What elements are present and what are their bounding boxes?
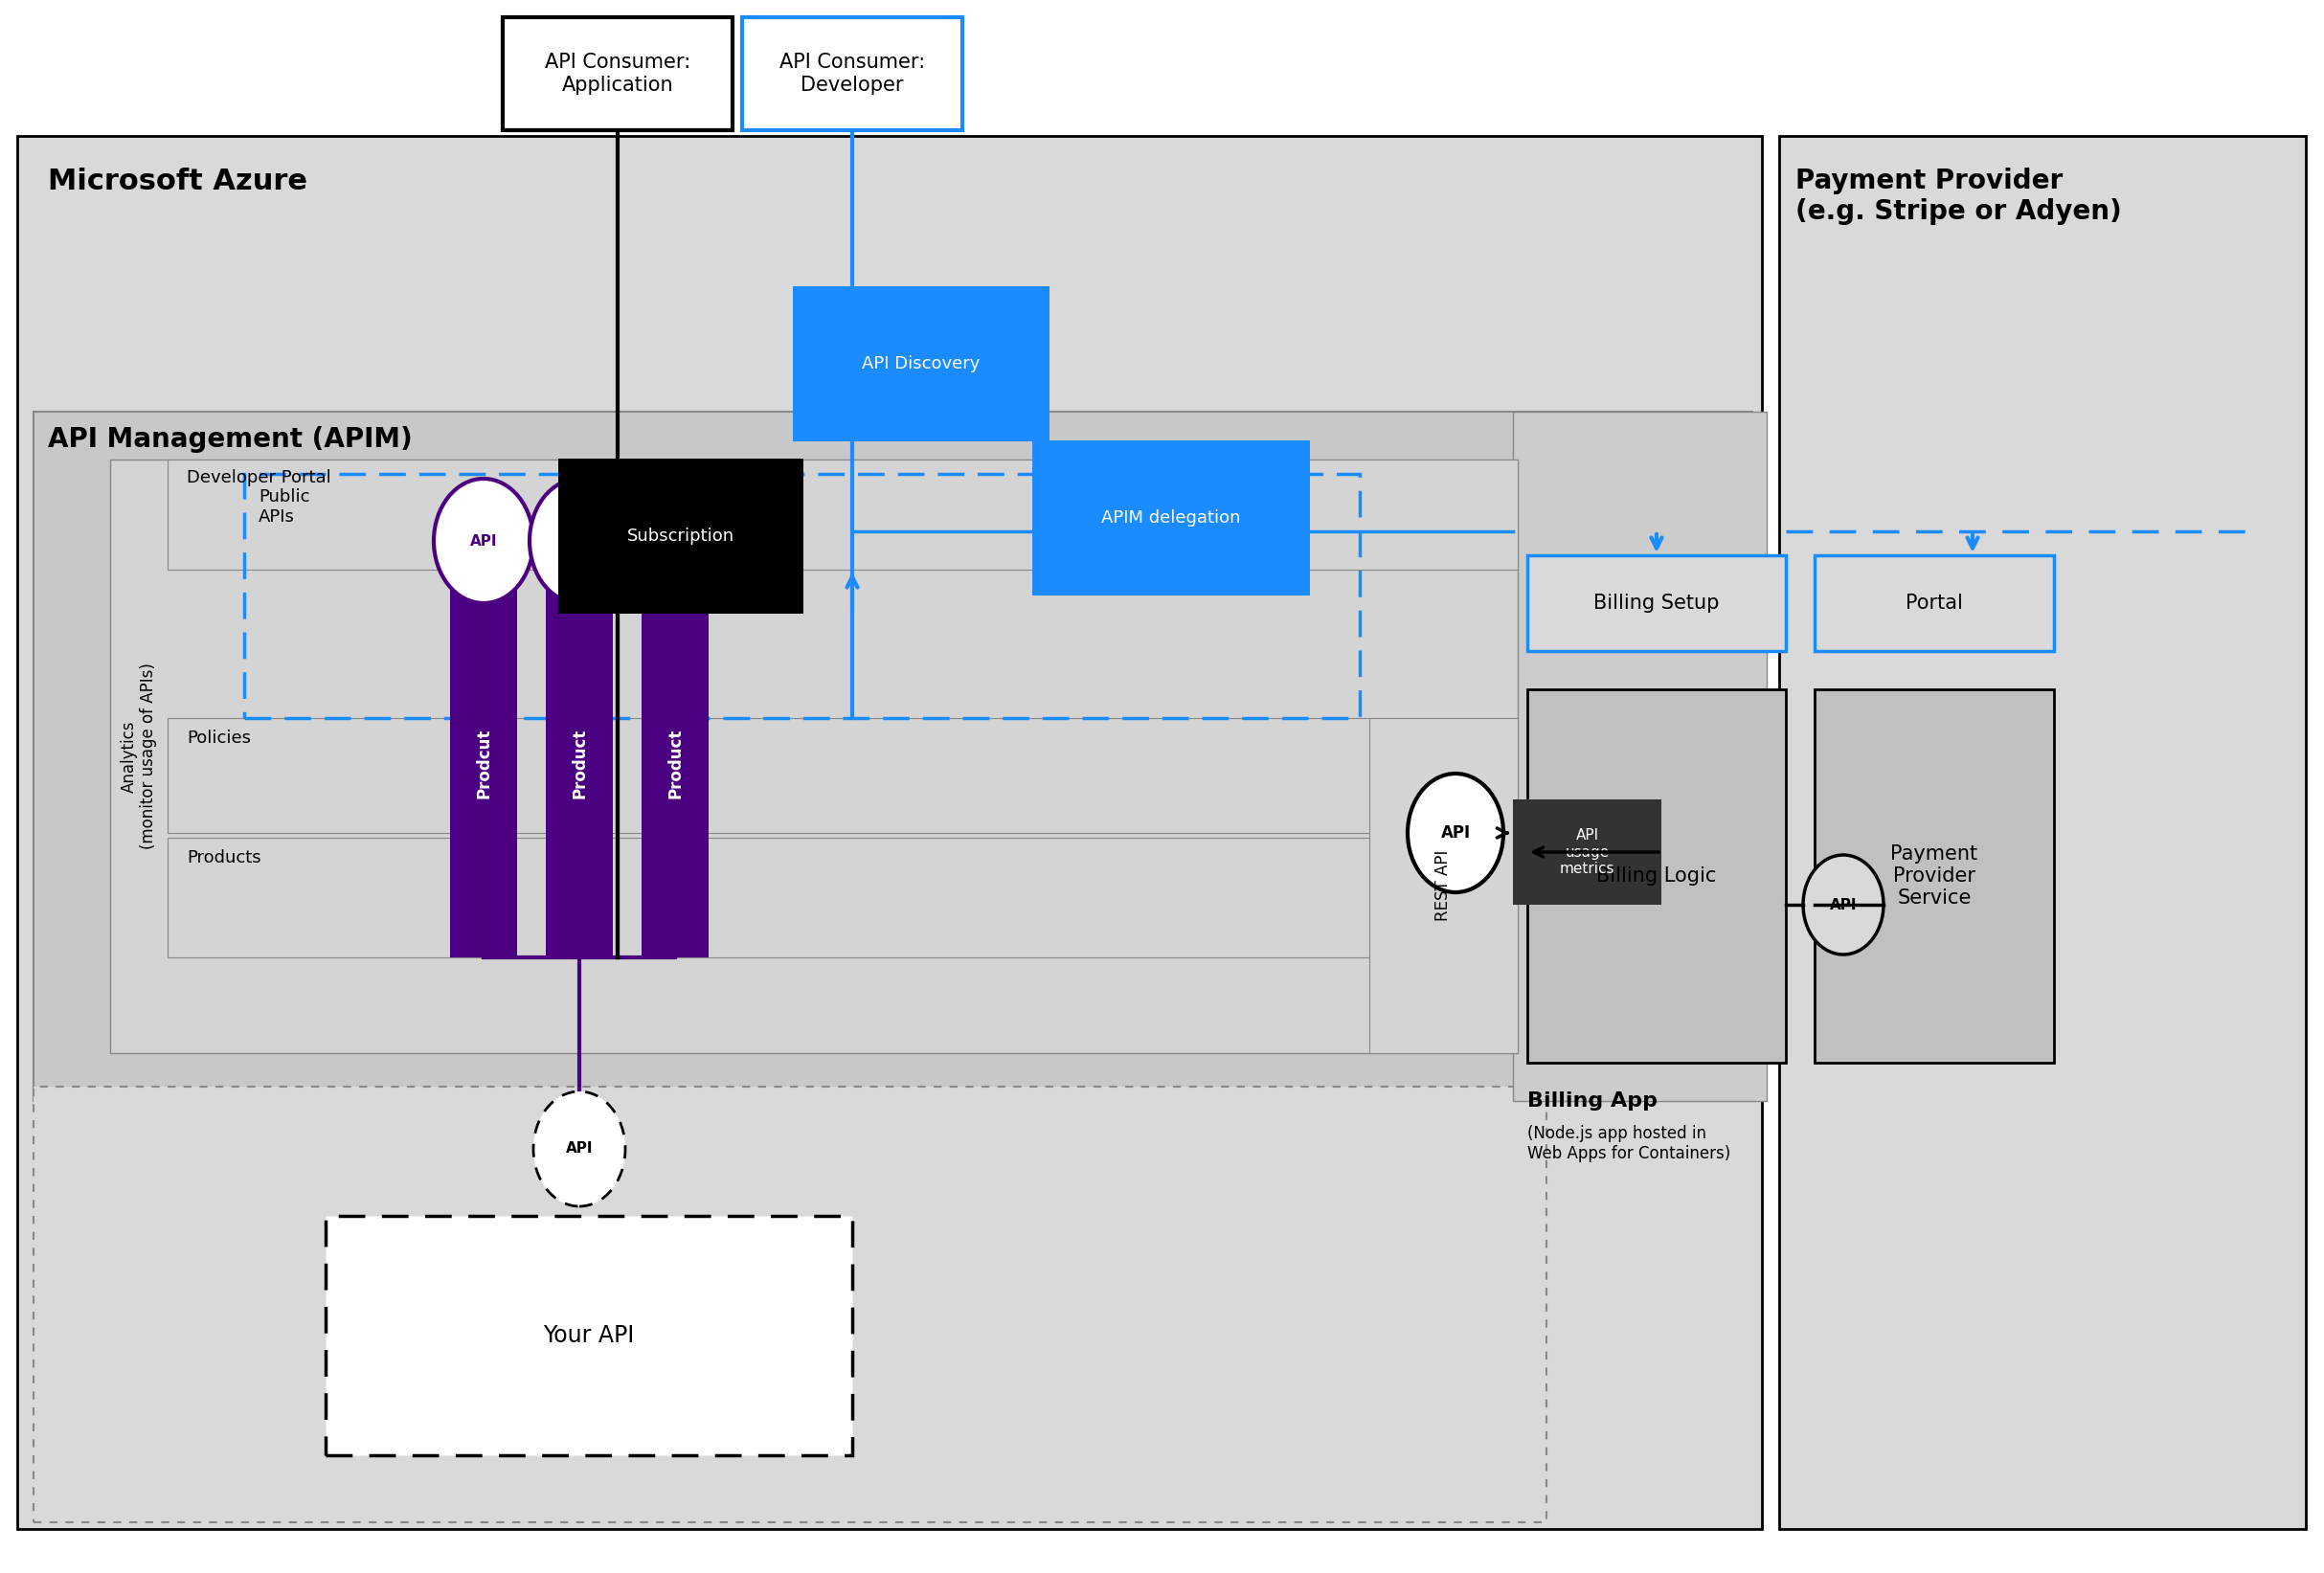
Bar — [1369, 717, 1518, 1054]
Text: API: API — [565, 533, 593, 547]
Bar — [1815, 689, 2054, 1063]
Text: Billing Logic: Billing Logic — [1597, 867, 1717, 886]
Text: API Discovery: API Discovery — [862, 355, 981, 373]
Text: Policies: Policies — [186, 730, 251, 747]
Text: Portal: Portal — [1906, 593, 1964, 613]
Ellipse shape — [435, 478, 535, 602]
Bar — [1780, 135, 2305, 1529]
Text: Your API: Your API — [544, 1324, 634, 1346]
Text: Payment
Provider
Service: Payment Provider Service — [1892, 845, 1978, 908]
Bar — [16, 135, 1762, 1529]
Ellipse shape — [535, 1092, 625, 1206]
Text: API: API — [469, 533, 497, 547]
Text: Product: Product — [572, 728, 588, 799]
Text: Billing Setup: Billing Setup — [1594, 593, 1720, 613]
Bar — [244, 473, 1360, 717]
Ellipse shape — [530, 478, 630, 602]
Bar — [167, 838, 1518, 958]
Text: Analytics
(monitor usage of APIs): Analytics (monitor usage of APIs) — [121, 664, 158, 849]
Text: Public
APIs: Public APIs — [258, 488, 309, 525]
Bar — [451, 569, 516, 958]
Ellipse shape — [625, 478, 725, 602]
Bar — [1513, 799, 1662, 904]
Text: Products: Products — [186, 849, 260, 867]
Text: (Node.js app hosted in
Web Apps for Containers): (Node.js app hosted in Web Apps for Cont… — [1527, 1125, 1731, 1162]
Bar — [741, 17, 962, 131]
Text: API: API — [565, 1142, 593, 1156]
Bar — [502, 17, 732, 131]
Bar — [33, 412, 1752, 1101]
Bar — [1527, 689, 1785, 1063]
Text: API: API — [662, 533, 688, 547]
Text: API Consumer:
Developer: API Consumer: Developer — [779, 53, 925, 94]
Ellipse shape — [1408, 774, 1504, 892]
Text: Prodcut: Prodcut — [474, 728, 493, 799]
Text: API: API — [1441, 824, 1471, 842]
Text: Developer Portal: Developer Portal — [186, 469, 330, 486]
Text: Billing App: Billing App — [1527, 1092, 1657, 1111]
Bar — [109, 459, 1518, 1054]
Text: API Consumer:
Application: API Consumer: Application — [544, 53, 690, 94]
Text: Product: Product — [667, 728, 683, 799]
Text: REST API: REST API — [1434, 849, 1452, 922]
Text: Subscription: Subscription — [627, 527, 734, 544]
Text: API
usage
metrics: API usage metrics — [1559, 829, 1615, 876]
Bar — [546, 569, 614, 958]
Bar — [167, 717, 1518, 834]
Bar — [1513, 412, 1766, 1101]
Bar — [33, 1087, 1545, 1523]
Bar — [1527, 555, 1785, 651]
Ellipse shape — [1803, 856, 1882, 955]
Text: API: API — [1829, 898, 1857, 912]
Bar — [167, 459, 1518, 569]
Text: Microsoft Azure: Microsoft Azure — [49, 168, 307, 195]
Bar — [1815, 555, 2054, 651]
Text: Payment Provider
(e.g. Stripe or Adyen): Payment Provider (e.g. Stripe or Adyen) — [1796, 168, 2122, 225]
Bar — [325, 1216, 853, 1455]
Text: APIM delegation: APIM delegation — [1102, 510, 1241, 527]
Text: API Management (APIM): API Management (APIM) — [49, 426, 411, 453]
Bar — [641, 569, 709, 958]
